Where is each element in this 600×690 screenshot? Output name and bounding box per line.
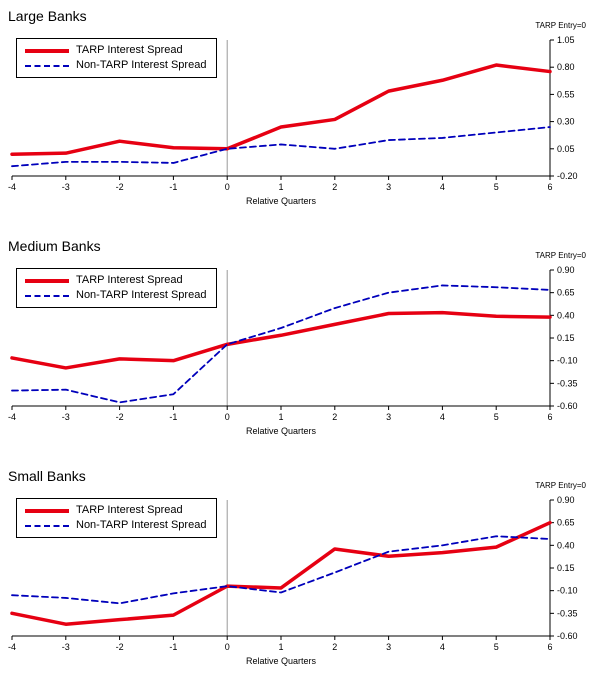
tarp-line-sample bbox=[25, 508, 69, 513]
svg-text:0.15: 0.15 bbox=[557, 333, 575, 343]
x-axis-label: Relative Quarters bbox=[245, 426, 317, 436]
svg-text:0: 0 bbox=[225, 412, 230, 422]
svg-text:1: 1 bbox=[278, 182, 283, 192]
svg-text:-4: -4 bbox=[8, 642, 16, 652]
svg-text:-1: -1 bbox=[169, 182, 177, 192]
svg-text:1: 1 bbox=[278, 412, 283, 422]
chart-header: Small Banks TARP Entry=0 bbox=[0, 468, 600, 492]
legend-row-tarp: TARP Interest Spread bbox=[25, 43, 206, 58]
svg-text:1.05: 1.05 bbox=[557, 35, 575, 45]
x-axis-label: Relative Quarters bbox=[245, 656, 317, 666]
svg-text:0.80: 0.80 bbox=[557, 62, 575, 72]
nontarp-line-sample bbox=[25, 524, 69, 527]
svg-text:-2: -2 bbox=[116, 642, 124, 652]
tarp-line-sample bbox=[25, 278, 69, 283]
legend-row-nontarp: Non-TARP Interest Spread bbox=[25, 288, 206, 303]
svg-text:5: 5 bbox=[494, 412, 499, 422]
tarp-line-sample bbox=[25, 48, 69, 53]
svg-text:0.55: 0.55 bbox=[557, 89, 575, 99]
legend-label-nontarp: Non-TARP Interest Spread bbox=[76, 59, 207, 71]
svg-text:0: 0 bbox=[225, 642, 230, 652]
svg-text:0.65: 0.65 bbox=[557, 288, 575, 298]
svg-text:5: 5 bbox=[494, 642, 499, 652]
svg-text:4: 4 bbox=[440, 182, 445, 192]
svg-text:-0.60: -0.60 bbox=[557, 631, 578, 641]
svg-text:2: 2 bbox=[332, 412, 337, 422]
chart-header: Large Banks TARP Entry=0 bbox=[0, 8, 600, 32]
svg-text:0.40: 0.40 bbox=[557, 310, 575, 320]
chart-legend: TARP Interest Spread Non-TARP Interest S… bbox=[16, 268, 218, 308]
svg-text:4: 4 bbox=[440, 642, 445, 652]
svg-text:-2: -2 bbox=[116, 412, 124, 422]
svg-text:-0.10: -0.10 bbox=[557, 586, 578, 596]
chart-legend: TARP Interest Spread Non-TARP Interest S… bbox=[16, 498, 218, 538]
svg-text:5: 5 bbox=[494, 182, 499, 192]
tarp-entry-label: TARP Entry=0 bbox=[535, 481, 586, 490]
legend-label-tarp: TARP Interest Spread bbox=[76, 44, 183, 56]
chart-plot-medium: -4 -3 -2 -1 0 1 2 3 4 5 6 0.90 0.65 0.40 0.15 -0.10 -0.3… bbox=[8, 265, 578, 422]
chart-legend: TARP Interest Spread Non-TARP Interest S… bbox=[16, 38, 218, 78]
svg-text:0.90: 0.90 bbox=[557, 265, 575, 275]
svg-text:4: 4 bbox=[440, 412, 445, 422]
chart-title: Large Banks bbox=[8, 8, 87, 24]
legend-row-nontarp: Non-TARP Interest Spread bbox=[25, 58, 206, 73]
svg-text:-4: -4 bbox=[8, 182, 16, 192]
plot-area: -4 -3 -2 -1 0 1 2 3 4 5 6 1.05 0.80 0.55 0.30 0.05 -0.20… bbox=[0, 32, 600, 196]
nontarp-line-sample bbox=[25, 294, 69, 297]
svg-text:-3: -3 bbox=[62, 412, 70, 422]
svg-text:6: 6 bbox=[547, 642, 552, 652]
chart-plot-large: -4 -3 -2 -1 0 1 2 3 4 5 6 1.05 0.80 0.55 0.30 0.05 -0.20 bbox=[8, 35, 578, 192]
svg-text:-3: -3 bbox=[62, 182, 70, 192]
svg-text:0: 0 bbox=[225, 182, 230, 192]
chart-medium-banks: Medium Banks TARP Entry=0 -4 -3 -2 -1 0 1 2 3 4 5… bbox=[0, 230, 600, 460]
svg-text:-0.35: -0.35 bbox=[557, 608, 578, 618]
svg-text:3: 3 bbox=[386, 642, 391, 652]
svg-text:0.65: 0.65 bbox=[557, 518, 575, 528]
svg-text:-1: -1 bbox=[169, 642, 177, 652]
legend-label-nontarp: Non-TARP Interest Spread bbox=[76, 519, 207, 531]
legend-row-tarp: TARP Interest Spread bbox=[25, 503, 206, 518]
svg-text:2: 2 bbox=[332, 642, 337, 652]
svg-text:0.40: 0.40 bbox=[557, 540, 575, 550]
svg-text:6: 6 bbox=[547, 182, 552, 192]
svg-text:-0.60: -0.60 bbox=[557, 401, 578, 411]
svg-text:0.15: 0.15 bbox=[557, 563, 575, 573]
chart-small-banks: Small Banks TARP Entry=0 -4 -3 -2 -1 0 1 2 3 4 5 6… bbox=[0, 460, 600, 690]
svg-text:3: 3 bbox=[386, 182, 391, 192]
plot-area: -4 -3 -2 -1 0 1 2 3 4 5 6 0.90 0.65 0.40 0.15 -0.10 -0.3… bbox=[0, 262, 600, 426]
chart-header: Medium Banks TARP Entry=0 bbox=[0, 238, 600, 262]
svg-text:0.90: 0.90 bbox=[557, 495, 575, 505]
svg-text:1: 1 bbox=[278, 642, 283, 652]
svg-text:-4: -4 bbox=[8, 412, 16, 422]
svg-text:-2: -2 bbox=[116, 182, 124, 192]
x-axis-label: Relative Quarters bbox=[245, 196, 317, 206]
svg-text:-3: -3 bbox=[62, 642, 70, 652]
chart-large-banks: Large Banks TARP Entry=0 -4 -3 -2 -1 0 1 2 3 4 5 6… bbox=[0, 0, 600, 230]
svg-text:6: 6 bbox=[547, 412, 552, 422]
svg-text:3: 3 bbox=[386, 412, 391, 422]
legend-row-nontarp: Non-TARP Interest Spread bbox=[25, 518, 206, 533]
svg-text:-0.35: -0.35 bbox=[557, 378, 578, 388]
chart-plot-small: -4 -3 -2 -1 0 1 2 3 4 5 6 0.90 0.65 0.40 0.15 -0.10 -0.3… bbox=[8, 495, 578, 652]
nontarp-line-sample bbox=[25, 64, 69, 67]
svg-text:0.05: 0.05 bbox=[557, 144, 575, 154]
svg-text:-0.10: -0.10 bbox=[557, 356, 578, 366]
tarp-entry-label: TARP Entry=0 bbox=[535, 21, 586, 30]
chart-title: Medium Banks bbox=[8, 238, 101, 254]
chart-title: Small Banks bbox=[8, 468, 86, 484]
plot-area: -4 -3 -2 -1 0 1 2 3 4 5 6 0.90 0.65 0.40 0.15 -0.10 -0.3… bbox=[0, 492, 600, 656]
svg-text:-0.20: -0.20 bbox=[557, 171, 578, 181]
svg-text:-1: -1 bbox=[169, 412, 177, 422]
legend-label-nontarp: Non-TARP Interest Spread bbox=[76, 289, 207, 301]
svg-text:0.30: 0.30 bbox=[557, 117, 575, 127]
legend-row-tarp: TARP Interest Spread bbox=[25, 273, 206, 288]
tarp-entry-label: TARP Entry=0 bbox=[535, 251, 586, 260]
legend-label-tarp: TARP Interest Spread bbox=[76, 274, 183, 286]
legend-label-tarp: TARP Interest Spread bbox=[76, 504, 183, 516]
svg-text:2: 2 bbox=[332, 182, 337, 192]
